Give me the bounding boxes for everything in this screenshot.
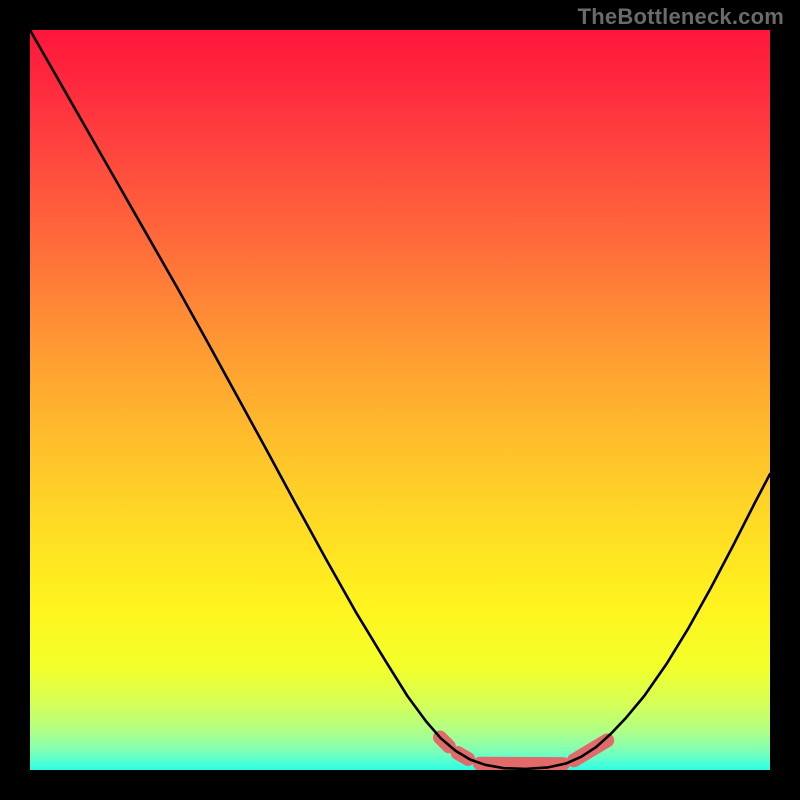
curve-layer: [30, 30, 770, 770]
main-curve: [30, 30, 770, 769]
watermark-text: TheBottleneck.com: [578, 4, 784, 30]
chart-outer: TheBottleneck.com: [0, 0, 800, 800]
highlight-segments: [440, 737, 607, 764]
plot-area: [30, 30, 770, 770]
